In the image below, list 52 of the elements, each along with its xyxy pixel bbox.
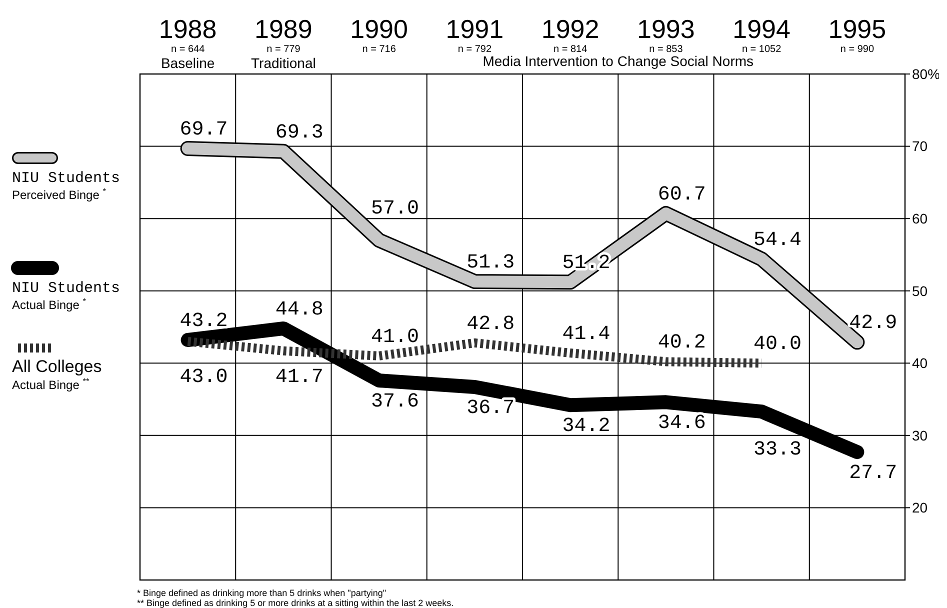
legend-label: NIU Students Perceived Binge $^{*}$ xyxy=(12,170,120,202)
data-label: 34.6 xyxy=(658,412,706,436)
text: n = 990 xyxy=(840,44,874,55)
data-label: 69.3 xyxy=(275,121,324,144)
data-label: 60.7 xyxy=(658,184,706,207)
data-label: 27.7 xyxy=(849,462,898,486)
data-label: 57.0 xyxy=(371,198,420,221)
y-tick-label: 40 xyxy=(912,355,928,372)
data-label: 41.7 xyxy=(275,366,324,390)
x-tick-label: 1990 xyxy=(350,14,408,44)
text: * Binge defined as drinking more than 5 drinks when "partying" xyxy=(137,588,386,598)
y-tick-label: 60 xyxy=(912,210,928,226)
data-label: 33.3 xyxy=(754,438,802,462)
y-tick-label: 50 xyxy=(912,282,928,299)
text: n = 779 xyxy=(266,44,301,55)
x-tick-label: 1992 xyxy=(541,14,600,44)
x-tick-label: 1994 xyxy=(732,14,790,44)
y-tick-label: 20 xyxy=(912,500,928,516)
legend-label: All Colleges Actual Binge $^{**}$ xyxy=(12,357,102,392)
legend-label: NIU Students Actual Binge $^{*}$ xyxy=(12,280,120,312)
text: n = 853 xyxy=(649,44,684,55)
text: n = 716 xyxy=(362,44,396,55)
text: Media Intervention to Change Social Norms xyxy=(482,53,754,69)
text: n = 644 xyxy=(170,44,206,55)
data-label: 54.4 xyxy=(754,229,802,252)
data-label: 41.4 xyxy=(562,323,610,346)
data-label: 51.3 xyxy=(466,251,515,274)
data-label: 43.2 xyxy=(180,310,228,334)
y-tick-label: 30 xyxy=(912,427,928,444)
data-label: 36.7 xyxy=(466,396,515,420)
text: ** Binge defined as drinking 5 or more drinks at a sitting within the last 2 weeks. xyxy=(137,598,454,608)
data-label: 69.7 xyxy=(180,118,228,142)
data-label: 44.8 xyxy=(275,298,324,322)
data-label: 34.2 xyxy=(562,415,610,438)
x-tick-label: 1991 xyxy=(446,14,504,44)
text: n = 792 xyxy=(458,44,492,55)
text: n = 814 xyxy=(553,44,588,55)
y-tick-label: 70 xyxy=(912,138,928,154)
data-label: 40.2 xyxy=(658,332,706,355)
text: Baseline xyxy=(160,55,215,71)
text: Traditional xyxy=(251,55,316,71)
data-label: 40.0 xyxy=(754,333,802,356)
x-tick-label: 1993 xyxy=(637,14,695,44)
x-tick-label: 1989 xyxy=(254,14,312,44)
data-label: 42.8 xyxy=(466,312,515,336)
data-label: 41.0 xyxy=(371,326,420,349)
data-label: 42.9 xyxy=(849,312,898,336)
data-label: 43.0 xyxy=(180,366,228,390)
text: n = 1052 xyxy=(742,44,782,55)
data-label: 37.6 xyxy=(371,390,420,414)
x-tick-label: 1995 xyxy=(828,14,886,44)
x-tick-label: 1988 xyxy=(158,14,217,44)
